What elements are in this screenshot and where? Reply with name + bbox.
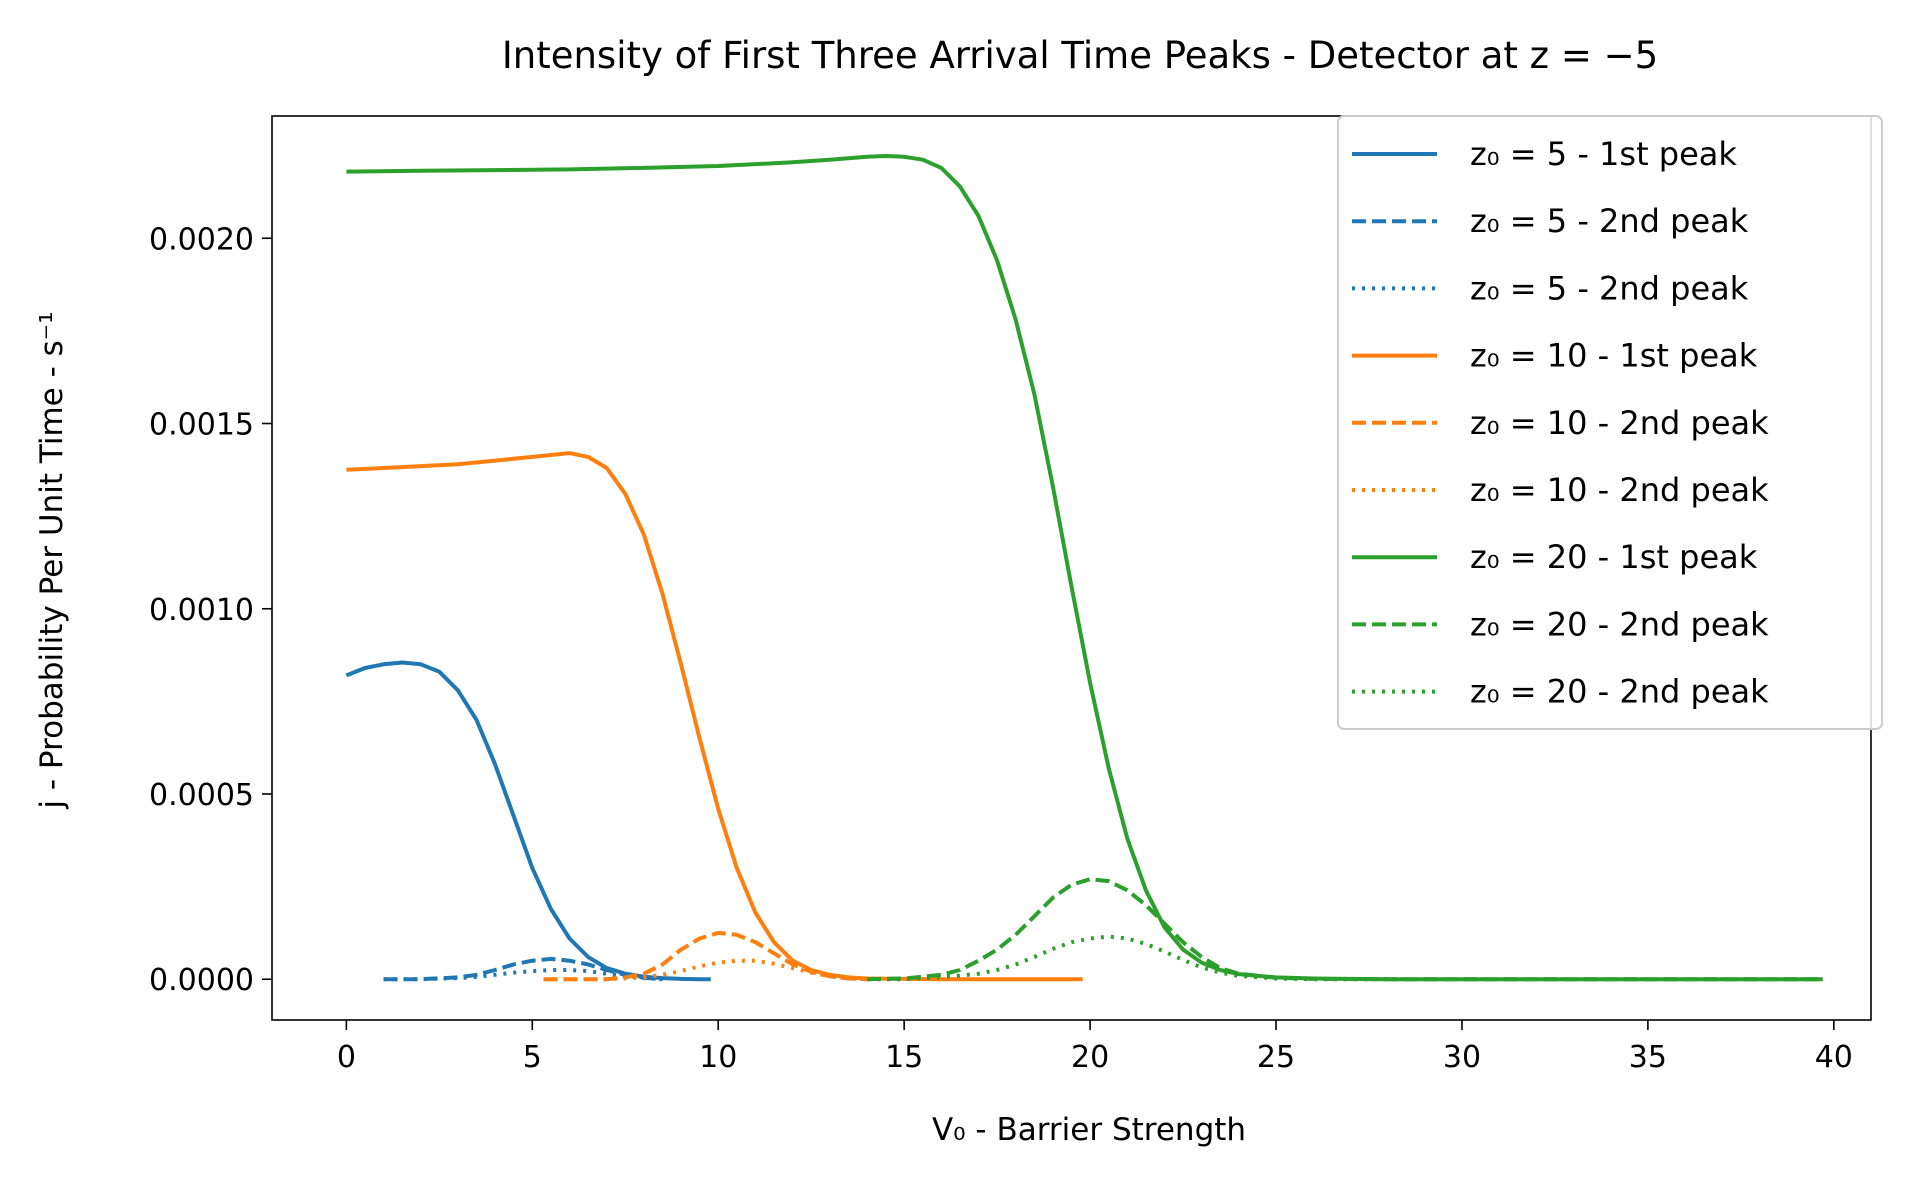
series-line-4 bbox=[346, 451, 1083, 982]
y-tick-label: 0.0010 bbox=[149, 593, 254, 628]
series-line-2 bbox=[383, 956, 663, 982]
x-axis-label: V₀ - Barrier Strength bbox=[932, 1112, 1246, 1148]
x-tick-label: 25 bbox=[1257, 1040, 1295, 1075]
chart-title: Intensity of First Three Arrival Time Pe… bbox=[502, 34, 1658, 77]
x-tick-label: 5 bbox=[523, 1040, 542, 1075]
y-axis-label: j - Probability Per Unit Time - s⁻¹ bbox=[34, 311, 70, 809]
series-group bbox=[345, 154, 1823, 982]
x-tick-label: 15 bbox=[885, 1040, 923, 1075]
x-tick-label: 0 bbox=[337, 1040, 356, 1075]
legend-box bbox=[1337, 115, 1883, 730]
series-line-6 bbox=[543, 958, 868, 982]
y-tick-label: 0.0015 bbox=[149, 408, 254, 443]
legend-entry: z₀ = 10 - 2nd peak bbox=[1470, 404, 1769, 442]
legend-entry: z₀ = 5 - 2nd peak bbox=[1470, 269, 1749, 307]
legend-entry: z₀ = 5 - 2nd peak bbox=[1470, 202, 1749, 240]
legend-entry: z₀ = 5 - 1st peak bbox=[1470, 135, 1737, 173]
x-axis: 0 5 10 15 20 25 30 35 40 bbox=[337, 1020, 1853, 1075]
x-tick-label: 40 bbox=[1815, 1040, 1853, 1075]
series-line-8 bbox=[866, 877, 1823, 982]
series-line-1 bbox=[345, 660, 711, 982]
series-line-5 bbox=[543, 930, 868, 982]
x-tick-label: 30 bbox=[1443, 1040, 1481, 1075]
legend-entry: z₀ = 20 - 2nd peak bbox=[1470, 673, 1769, 711]
y-axis: 0.0000 0.0005 0.0010 0.0015 0.0020 bbox=[149, 222, 272, 998]
y-tick-label: 0.0020 bbox=[149, 222, 254, 257]
x-tick-label: 35 bbox=[1629, 1040, 1667, 1075]
y-tick-label: 0.0000 bbox=[149, 963, 254, 998]
legend-entry: z₀ = 10 - 2nd peak bbox=[1470, 471, 1769, 509]
legend: z₀ = 5 - 1st peak z₀ = 5 - 2nd peak z₀ = 5… bbox=[1337, 115, 1883, 730]
legend-entry: z₀ = 20 - 1st peak bbox=[1470, 538, 1758, 576]
series-line-9 bbox=[867, 934, 1823, 982]
x-tick-label: 10 bbox=[699, 1040, 737, 1075]
legend-entry: z₀ = 10 - 1st peak bbox=[1470, 337, 1758, 375]
legend-entry: z₀ = 20 - 2nd peak bbox=[1470, 605, 1769, 643]
x-tick-label: 20 bbox=[1071, 1040, 1109, 1075]
y-tick-label: 0.0005 bbox=[149, 778, 254, 813]
